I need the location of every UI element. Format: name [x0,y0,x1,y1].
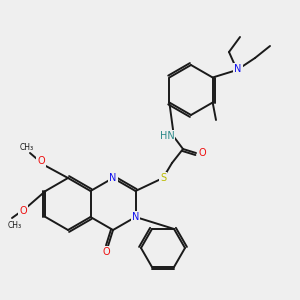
Text: CH₃: CH₃ [8,220,22,230]
Text: O: O [102,247,110,257]
Text: N: N [109,173,117,183]
Text: N: N [234,64,242,74]
Text: O: O [198,148,206,158]
Text: S: S [160,173,166,183]
Text: CH₃: CH₃ [20,142,34,152]
Text: HN: HN [160,131,174,141]
Text: N: N [132,212,139,222]
Text: O: O [19,206,27,216]
Text: O: O [37,156,45,166]
